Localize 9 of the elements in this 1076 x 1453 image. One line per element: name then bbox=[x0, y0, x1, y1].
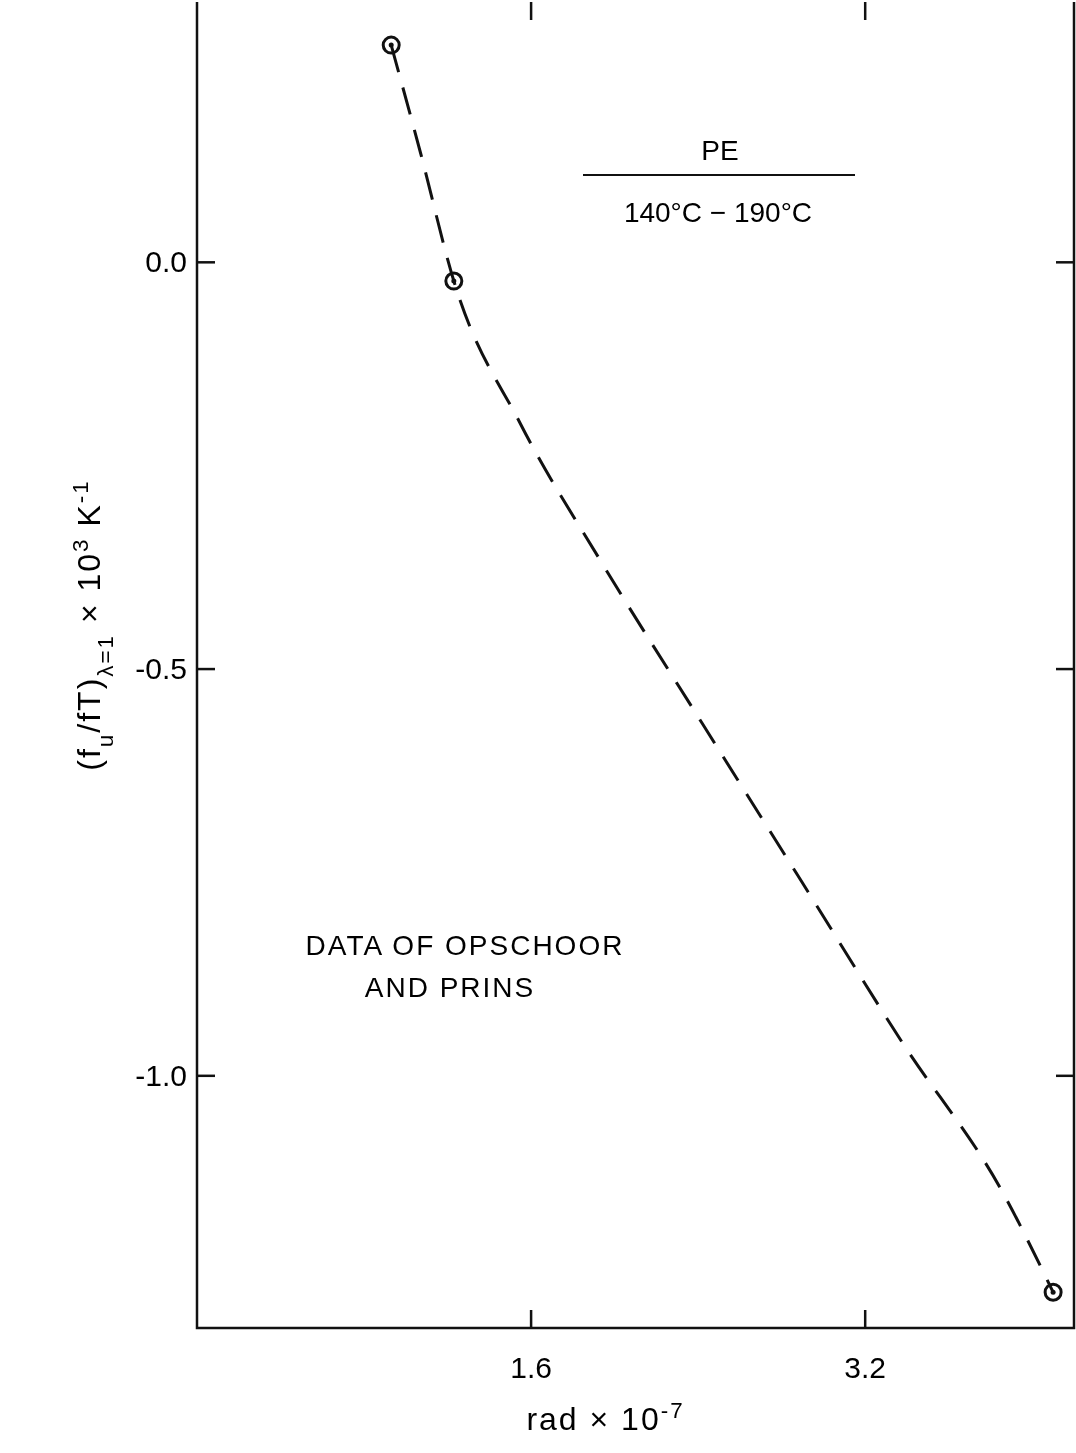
x-axis-title: rad × 10$^{-7}$ bbox=[526, 1397, 685, 1437]
y-tick-label: 0.0 bbox=[145, 245, 187, 279]
annotation: DATA OF OPSCHOOR AND PRINS bbox=[305, 930, 625, 1003]
y-tick-label: -1.0 bbox=[135, 1058, 187, 1092]
annotation: PE bbox=[701, 135, 739, 166]
y-tick-label: -0.5 bbox=[135, 652, 187, 686]
annotation: 140°C − 190°C bbox=[623, 197, 813, 228]
x-tick-label: 1.6 bbox=[510, 1351, 552, 1384]
x-tick-label: 3.2 bbox=[844, 1351, 887, 1384]
